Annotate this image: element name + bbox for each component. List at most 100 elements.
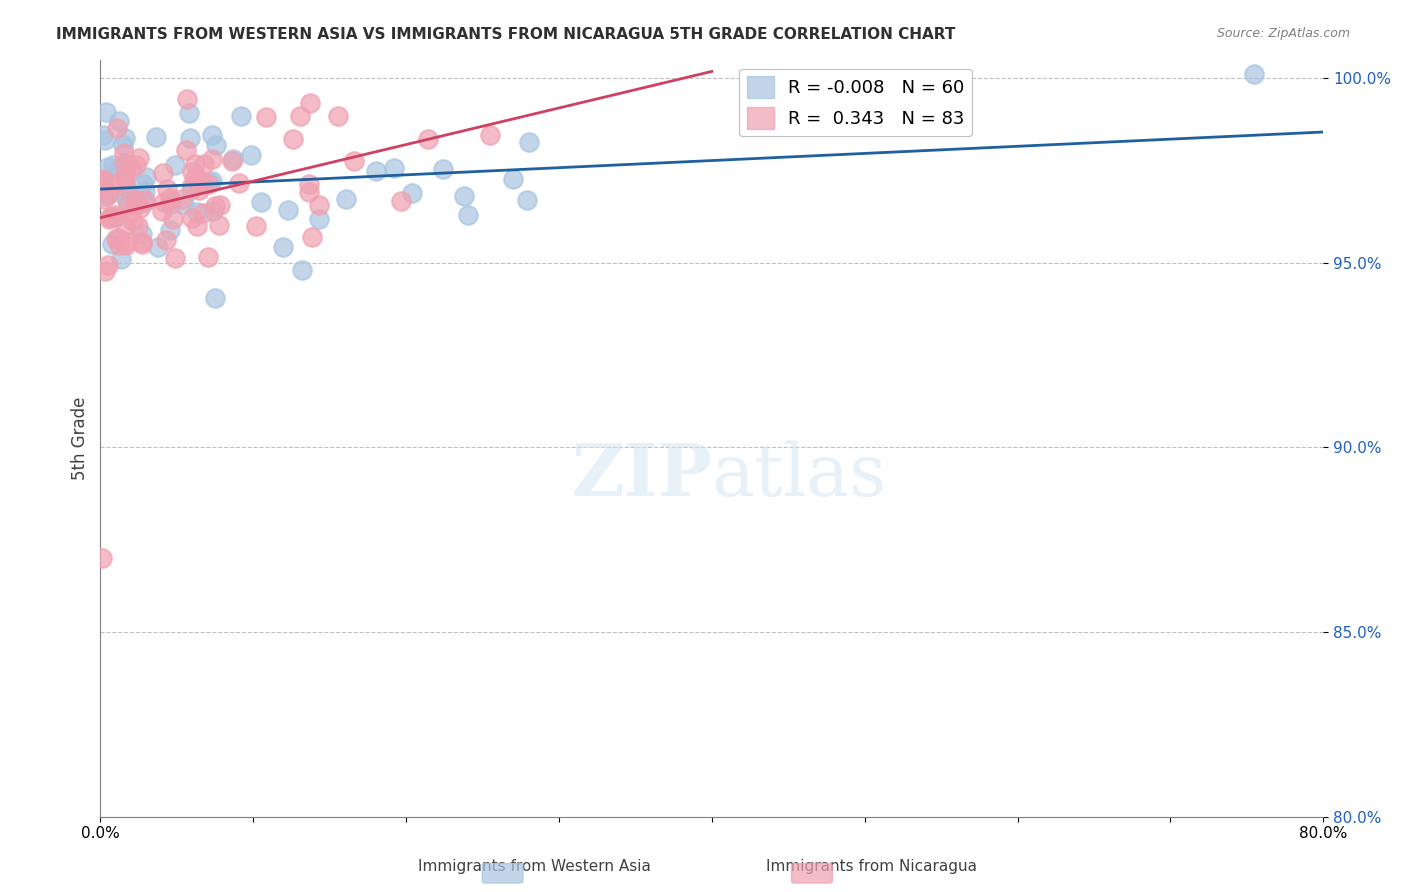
Point bbox=[125, 193, 148, 207]
Point bbox=[208, 198, 231, 212]
Point bbox=[150, 203, 173, 218]
Point bbox=[517, 135, 540, 149]
Point bbox=[205, 138, 228, 153]
Point bbox=[131, 237, 153, 252]
Point bbox=[308, 212, 330, 227]
Point bbox=[114, 169, 136, 183]
Point bbox=[131, 227, 153, 241]
Point bbox=[208, 219, 231, 233]
Point bbox=[152, 166, 174, 180]
Point bbox=[115, 235, 138, 249]
Point bbox=[93, 133, 115, 147]
Point bbox=[382, 161, 405, 175]
Point bbox=[1243, 67, 1265, 81]
Point bbox=[134, 195, 156, 210]
Point bbox=[108, 238, 131, 252]
Point bbox=[176, 92, 198, 106]
Point bbox=[112, 146, 135, 161]
Point bbox=[181, 165, 204, 179]
Point bbox=[155, 233, 177, 247]
Point bbox=[457, 208, 479, 222]
Point bbox=[191, 206, 214, 220]
Point bbox=[114, 130, 136, 145]
Point bbox=[204, 291, 226, 305]
Point bbox=[453, 189, 475, 203]
Point bbox=[125, 197, 148, 211]
Point bbox=[103, 178, 125, 192]
Point bbox=[114, 219, 136, 233]
Point bbox=[117, 198, 139, 212]
Point bbox=[174, 143, 197, 157]
Point bbox=[134, 193, 156, 207]
Point bbox=[90, 173, 112, 187]
Point bbox=[114, 159, 136, 173]
Point bbox=[197, 177, 219, 191]
Point bbox=[177, 106, 200, 120]
Point bbox=[134, 184, 156, 198]
Point bbox=[201, 128, 224, 142]
Point bbox=[156, 181, 179, 195]
Point bbox=[173, 196, 195, 211]
Point bbox=[201, 204, 224, 219]
Text: atlas: atlas bbox=[711, 441, 887, 511]
Point bbox=[90, 182, 112, 196]
Point bbox=[298, 185, 321, 199]
Point bbox=[186, 205, 208, 219]
Point bbox=[107, 231, 129, 245]
Y-axis label: 5th Grade: 5th Grade bbox=[72, 396, 89, 480]
Point bbox=[112, 137, 135, 152]
Text: IMMIGRANTS FROM WESTERN ASIA VS IMMIGRANTS FROM NICARAGUA 5TH GRADE CORRELATION : IMMIGRANTS FROM WESTERN ASIA VS IMMIGRAN… bbox=[56, 27, 956, 42]
Point bbox=[93, 192, 115, 206]
Point bbox=[181, 211, 204, 225]
Point bbox=[160, 197, 183, 211]
Point bbox=[159, 223, 181, 237]
Point bbox=[162, 212, 184, 227]
Point bbox=[94, 263, 117, 277]
Point bbox=[145, 129, 167, 144]
Point bbox=[112, 156, 135, 170]
Point bbox=[115, 193, 138, 207]
Point bbox=[188, 173, 211, 187]
Point bbox=[128, 151, 150, 165]
Point bbox=[105, 210, 128, 224]
Point bbox=[101, 158, 124, 172]
Point bbox=[299, 96, 322, 111]
Point bbox=[105, 232, 128, 246]
Point bbox=[281, 132, 304, 146]
Point bbox=[127, 219, 149, 234]
Point bbox=[181, 178, 204, 193]
Point bbox=[120, 207, 142, 221]
Point bbox=[231, 109, 253, 123]
Point bbox=[163, 251, 186, 265]
Point bbox=[204, 199, 226, 213]
Point bbox=[110, 159, 132, 173]
Point bbox=[100, 236, 122, 251]
Point bbox=[122, 214, 145, 228]
Point bbox=[201, 174, 224, 188]
Point bbox=[114, 188, 136, 202]
Point bbox=[146, 240, 169, 254]
Point bbox=[401, 186, 423, 200]
Point bbox=[153, 194, 176, 209]
Point bbox=[228, 176, 250, 190]
Point bbox=[97, 170, 120, 185]
Point bbox=[250, 195, 273, 210]
Point bbox=[104, 208, 127, 222]
Point bbox=[131, 178, 153, 192]
Point bbox=[100, 210, 122, 224]
Point bbox=[416, 132, 439, 146]
Point bbox=[222, 152, 245, 166]
Point bbox=[91, 128, 114, 143]
Point bbox=[502, 172, 524, 186]
Point bbox=[120, 161, 142, 175]
Point bbox=[201, 153, 224, 167]
Point bbox=[98, 210, 121, 224]
Point bbox=[159, 191, 181, 205]
Point bbox=[277, 203, 299, 218]
Point bbox=[90, 551, 112, 566]
Point bbox=[186, 219, 208, 233]
Point bbox=[193, 156, 215, 170]
Point bbox=[184, 157, 207, 171]
Point bbox=[364, 163, 387, 178]
Point bbox=[114, 179, 136, 194]
